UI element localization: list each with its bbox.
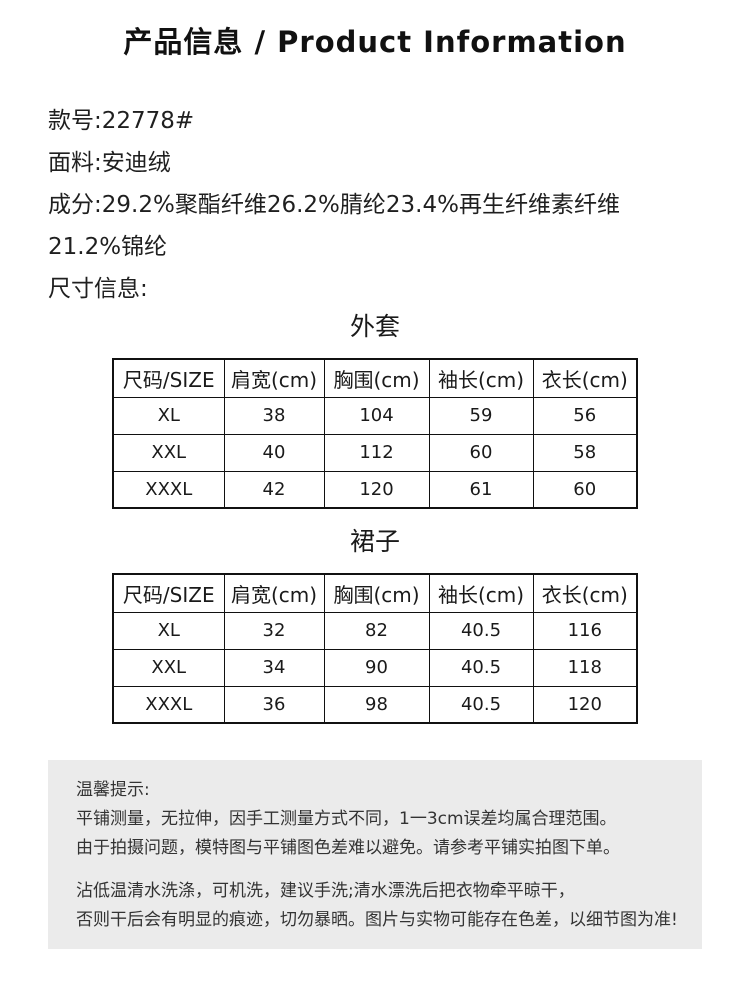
note-line: 否则干后会有明显的痕迹，切勿暴晒。图片与实物可能存在色差，以细节图为准! (76, 910, 678, 930)
table-cell: 120 (532, 685, 638, 724)
table-header-cell: 胸围(cm) (323, 573, 430, 613)
table-cell: 59 (428, 396, 534, 435)
table-row: XXXL 42 120 61 60 (112, 470, 638, 509)
notes-paragraph-measurement: 平铺测量，无拉伸，因手工测量方式不同，1一3cm误差均属合理范围。 由于拍摄问题… (76, 805, 682, 863)
product-composition-line1: 成分:29.2%聚酯纤维26.2%腈纶23.4%再生纤维素纤维 (48, 192, 620, 218)
notes-box: 温馨提示: 平铺测量，无拉伸，因手工测量方式不同，1一3cm误差均属合理范围。 … (48, 760, 702, 949)
table-cell: 60 (532, 470, 638, 509)
table-header-cell: 衣长(cm) (532, 358, 638, 398)
product-style-number: 款号:22778# (48, 108, 195, 134)
table-header-row: 尺码/SIZE 肩宽(cm) 胸围(cm) 袖长(cm) 衣长(cm) (112, 573, 638, 613)
product-composition-line2: 21.2%锦纶 (48, 234, 168, 260)
table-header-cell: 衣长(cm) (532, 573, 638, 613)
table-cell: 60 (428, 433, 534, 472)
table-cell: 90 (323, 648, 430, 687)
table-cell: 112 (323, 433, 430, 472)
skirt-table-title: 裙子 (349, 527, 400, 556)
table-cell: XXL (112, 648, 225, 687)
table-header-cell: 尺码/SIZE (112, 358, 225, 398)
table-cell: 56 (532, 396, 638, 435)
table-header-cell: 袖长(cm) (428, 358, 534, 398)
size-info-label: 尺寸信息: (48, 276, 148, 302)
note-line: 沾低温清水洗涤，可机洗，建议手洗;清水漂洗后把衣物牵平晾干， (76, 881, 575, 901)
table-header-cell: 肩宽(cm) (223, 573, 325, 613)
table-cell: XXL (112, 433, 225, 472)
table-cell: 104 (323, 396, 430, 435)
table-cell: XXXL (112, 685, 225, 724)
table-cell: 32 (223, 611, 325, 650)
table-cell: 40.5 (428, 685, 534, 724)
table-header-cell: 胸围(cm) (323, 358, 430, 398)
table-cell: 34 (223, 648, 325, 687)
table-cell: 120 (323, 470, 430, 509)
table-header-row: 尺码/SIZE 肩宽(cm) 胸围(cm) 袖长(cm) 衣长(cm) (112, 358, 638, 398)
table-cell: 58 (532, 433, 638, 472)
table-cell: 38 (223, 396, 325, 435)
table-row: XXL 34 90 40.5 118 (112, 648, 638, 687)
table-cell: 82 (323, 611, 430, 650)
jacket-size-table: 尺码/SIZE 肩宽(cm) 胸围(cm) 袖长(cm) 衣长(cm) XL 3… (112, 358, 638, 509)
table-row: XL 32 82 40.5 116 (112, 611, 638, 650)
table-cell: XL (112, 611, 225, 650)
jacket-table-title: 外套 (349, 312, 400, 341)
table-cell: 98 (323, 685, 430, 724)
table-cell: 61 (428, 470, 534, 509)
table-cell: 40 (223, 433, 325, 472)
table-cell: 116 (532, 611, 638, 650)
table-header-cell: 尺码/SIZE (112, 573, 225, 613)
table-row: XXXL 36 98 40.5 120 (112, 685, 638, 724)
product-info-section: 款号:22778# 面料:安迪绒 成分:29.2%聚酯纤维26.2%腈纶23.4… (48, 100, 702, 310)
skirt-size-table: 尺码/SIZE 肩宽(cm) 胸围(cm) 袖长(cm) 衣长(cm) XL 3… (112, 573, 638, 724)
table-cell: 40.5 (428, 611, 534, 650)
notes-paragraph-washing: 沾低温清水洗涤，可机洗，建议手洗;清水漂洗后把衣物牵平晾干， 否则干后会有明显的… (76, 877, 682, 935)
table-cell: XL (112, 396, 225, 435)
table-cell: 118 (532, 648, 638, 687)
note-line: 平铺测量，无拉伸，因手工测量方式不同，1一3cm误差均属合理范围。 (76, 809, 617, 829)
note-line: 由于拍摄问题，模特图与平铺图色差难以避免。请参考平铺实拍图下单。 (76, 838, 620, 858)
page-title: 产品信息 / Product Information (123, 25, 627, 59)
table-cell: 40.5 (428, 648, 534, 687)
notes-title: 温馨提示: (76, 780, 150, 800)
table-cell: XXXL (112, 470, 225, 509)
table-cell: 42 (223, 470, 325, 509)
table-row: XXL 40 112 60 58 (112, 433, 638, 472)
product-fabric: 面料:安迪绒 (48, 150, 171, 176)
table-header-cell: 袖长(cm) (428, 573, 534, 613)
table-row: XL 38 104 59 56 (112, 396, 638, 435)
table-header-cell: 肩宽(cm) (223, 358, 325, 398)
table-cell: 36 (223, 685, 325, 724)
